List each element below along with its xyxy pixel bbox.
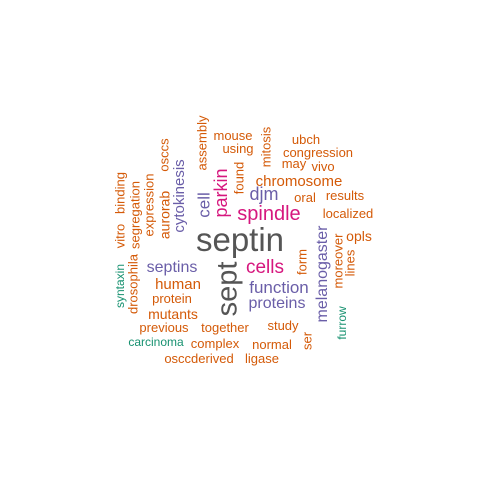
word-drosophila: drosophila: [125, 253, 140, 314]
word-results: results: [326, 188, 365, 203]
word-septins: septins: [147, 259, 198, 276]
word-expression: expression: [141, 174, 156, 237]
word-carcinoma: syntaxin: [113, 264, 127, 308]
word-cell: cell: [194, 192, 213, 218]
word-localized: localized: [323, 206, 374, 221]
word-form: form: [294, 249, 309, 275]
word-osccderived: osccderived: [164, 351, 233, 366]
word-using: using: [222, 141, 253, 156]
word-spindle: spindle: [237, 203, 300, 225]
word-chromosome: chromosome: [256, 173, 343, 190]
word-septin: septin: [196, 221, 284, 258]
word-parkin: parkin: [211, 168, 231, 217]
word-congression: congression: [283, 145, 353, 160]
word-proteins: proteins: [249, 295, 306, 312]
word-djm: djm: [249, 184, 278, 204]
word-segregation: segregation: [127, 181, 142, 249]
word-mouse: mouse: [213, 128, 252, 143]
word-binding: binding: [112, 172, 127, 214]
word-together: together: [201, 320, 249, 335]
word-cells: cells: [246, 257, 284, 278]
word-furrow: furrow: [335, 306, 349, 340]
word-normal: normal: [252, 337, 292, 352]
word-mitosis: mitosis: [258, 126, 273, 167]
word-osccs: osccs: [156, 138, 171, 172]
word-oral: oral: [294, 190, 316, 205]
word-study: study: [267, 318, 299, 333]
word-vivo: vivo: [311, 159, 334, 174]
word-syntaxin: carcinoma: [128, 335, 184, 349]
word-previous: previous: [139, 320, 189, 335]
word-sept: sept: [212, 262, 244, 317]
word-lines: lines: [342, 249, 357, 276]
word-vitro: vitro: [112, 224, 127, 249]
word-may: may: [282, 156, 307, 171]
word-assembly: assembly: [194, 115, 209, 170]
word-function: function: [249, 278, 309, 297]
word-opls: opls: [346, 228, 372, 244]
word-complex: complex: [191, 336, 240, 351]
word-ubch: ubch: [292, 132, 320, 147]
word-mutants: mutants: [148, 306, 198, 322]
word-human: human: [155, 276, 201, 293]
word-aurorab: aurorab: [157, 191, 173, 239]
word-found: found: [231, 162, 246, 195]
word-ligase: ligase: [245, 351, 279, 366]
word-protein: protein: [152, 291, 192, 306]
word-melanogaster: melanogaster: [314, 225, 331, 323]
word-ser: ser: [299, 331, 314, 350]
word-cytokinesis: cytokinesis: [171, 159, 188, 232]
word-moreover: moreover: [330, 233, 345, 289]
